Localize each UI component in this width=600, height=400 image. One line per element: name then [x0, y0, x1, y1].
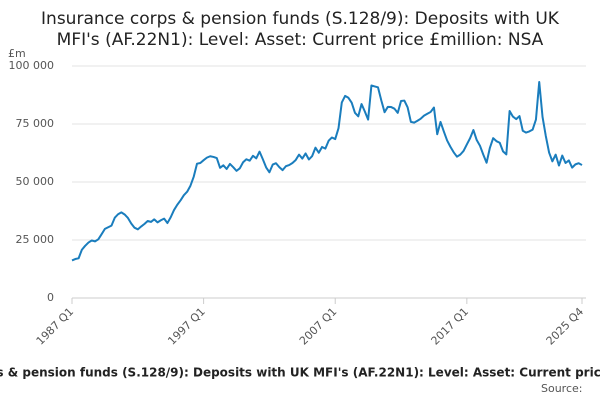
x-tick-label: 2025 Q4 — [544, 305, 587, 348]
footer: Insurance corps & pension funds (S.128/9… — [0, 366, 600, 380]
y-tick-label: 100 000 — [9, 59, 55, 72]
x-tick-label: 2017 Q1 — [429, 305, 472, 348]
x-tick-label: 1997 Q1 — [165, 305, 208, 348]
x-tick-label: 2007 Q1 — [297, 305, 340, 348]
y-unit: £m — [8, 47, 26, 60]
y-tick-label: 0 — [47, 291, 54, 304]
chart-title-line: Insurance corps & pension funds (S.128/9… — [41, 9, 560, 29]
y-tick-label: 75 000 — [16, 117, 55, 130]
data-line — [71, 81, 583, 262]
y-tick-label: 25 000 — [16, 233, 55, 246]
x-tick-label: 1987 Q1 — [34, 305, 77, 348]
y-tick-label: 50 000 — [16, 175, 55, 188]
chart-title-line: MFI's (AF.22N1): Level: Asset: Current p… — [57, 30, 544, 50]
source: Source: — [541, 382, 583, 395]
